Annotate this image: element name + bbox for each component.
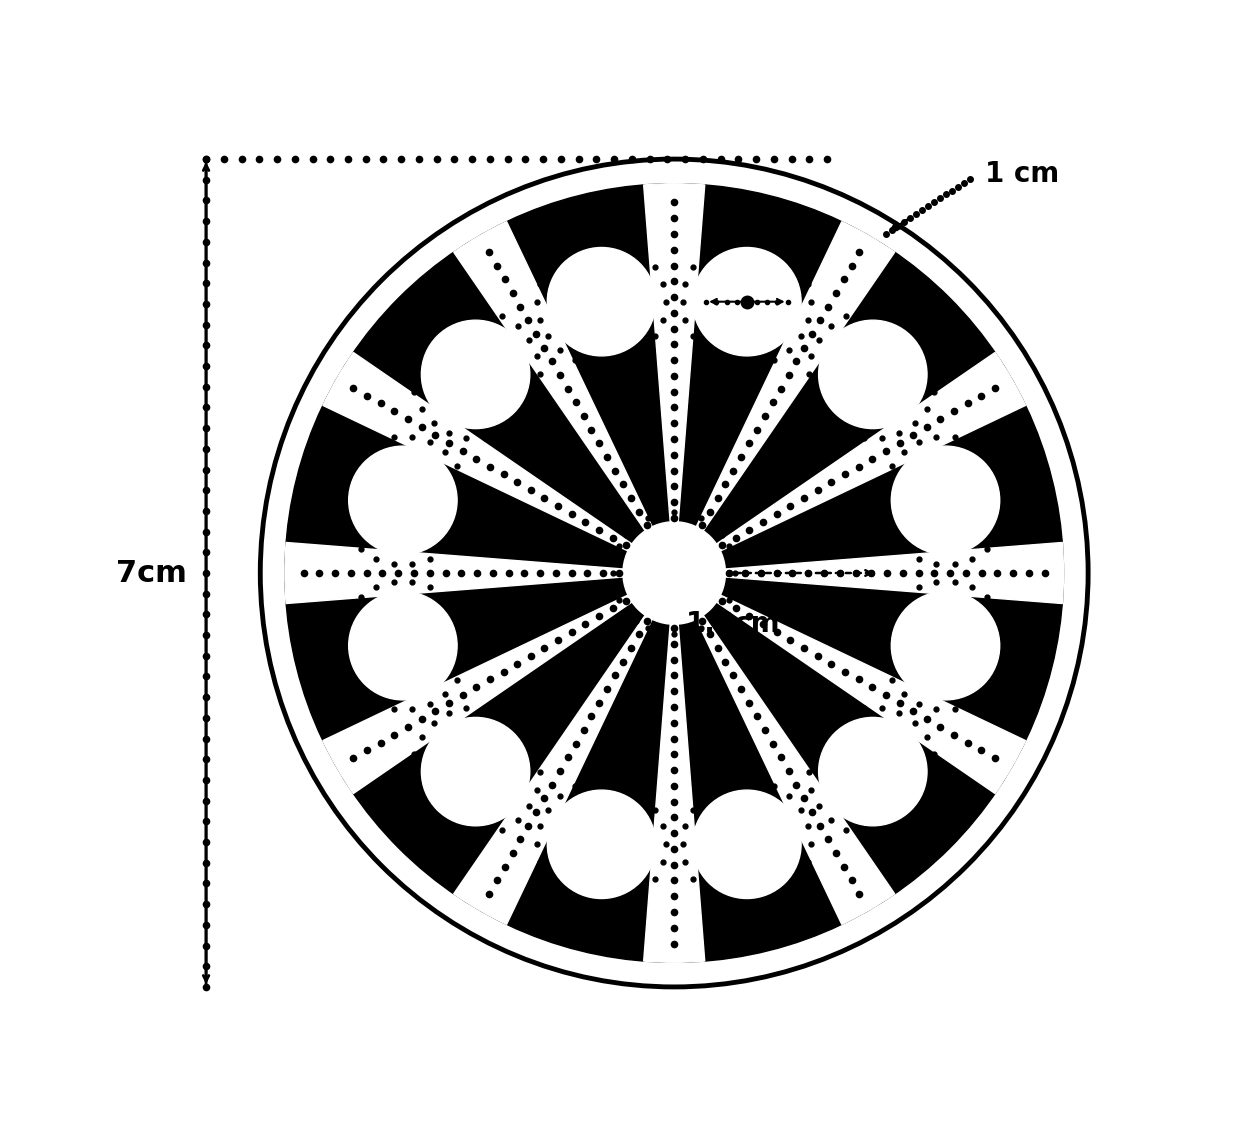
- Wedge shape: [717, 353, 1025, 551]
- Wedge shape: [322, 353, 632, 551]
- Wedge shape: [285, 542, 624, 604]
- Text: 1 cm: 1 cm: [985, 159, 1059, 188]
- Circle shape: [818, 320, 928, 429]
- Wedge shape: [725, 542, 1064, 604]
- Wedge shape: [322, 595, 632, 793]
- Wedge shape: [644, 625, 704, 963]
- Circle shape: [422, 320, 529, 429]
- Circle shape: [693, 248, 801, 356]
- Text: 7cm: 7cm: [117, 558, 187, 588]
- Circle shape: [622, 521, 725, 625]
- Circle shape: [422, 717, 529, 826]
- Wedge shape: [697, 221, 895, 531]
- Wedge shape: [717, 595, 1025, 793]
- Circle shape: [547, 790, 656, 898]
- Wedge shape: [454, 615, 652, 925]
- Wedge shape: [644, 183, 704, 521]
- Wedge shape: [697, 615, 895, 925]
- Circle shape: [260, 159, 1089, 987]
- Circle shape: [892, 446, 999, 555]
- Circle shape: [818, 717, 928, 826]
- Circle shape: [892, 591, 999, 700]
- Circle shape: [547, 248, 656, 356]
- Circle shape: [263, 162, 1085, 984]
- Circle shape: [285, 183, 1064, 963]
- Text: 1.8cm: 1.8cm: [686, 611, 781, 638]
- Circle shape: [348, 446, 458, 555]
- Wedge shape: [454, 221, 652, 531]
- Circle shape: [693, 790, 801, 898]
- Circle shape: [348, 591, 458, 700]
